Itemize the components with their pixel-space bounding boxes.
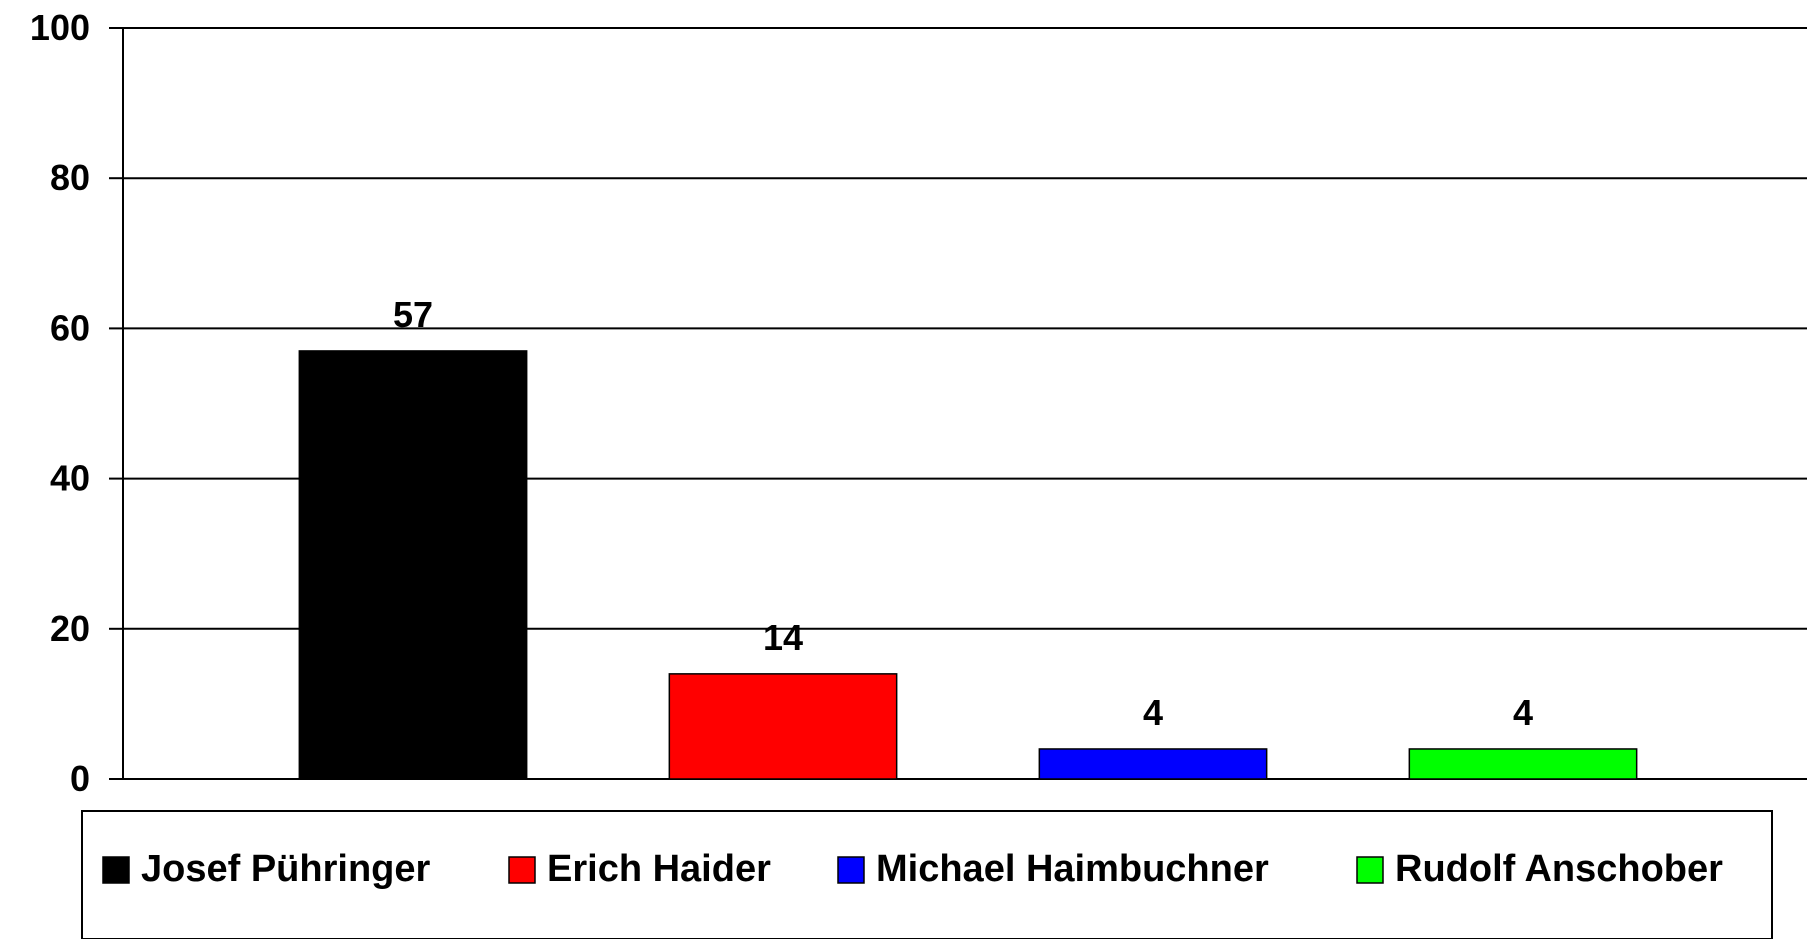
legend-entry-3: Rudolf Anschober: [1356, 848, 1723, 890]
data-label-2: 4: [1143, 692, 1163, 733]
y-tick-labels: 0 20 40 60 80 100: [30, 7, 90, 799]
legend-label-1: Erich Haider: [547, 848, 771, 890]
y-tick-label-80: 80: [50, 157, 90, 198]
bars: [298, 350, 1638, 780]
data-labels: 57 14 4 4: [393, 294, 1533, 733]
y-tick-label-60: 60: [50, 307, 90, 348]
legend-swatch-0: [102, 856, 130, 884]
legend-box: [81, 810, 1773, 939]
bar-1: [668, 673, 898, 780]
legend-swatch-2: [837, 856, 865, 884]
legend-label-3: Rudolf Anschober: [1395, 848, 1723, 890]
legend-label-0: Josef Pühringer: [141, 848, 430, 890]
legend: Josef Pühringer Erich Haider Michael Haimb…: [81, 810, 1773, 939]
bar-2: [1038, 748, 1268, 780]
legend-label-2: Michael Haimbuchner: [876, 848, 1269, 890]
legend-entry-1: Erich Haider: [508, 848, 771, 890]
legend-swatch-3: [1356, 856, 1384, 884]
y-tick-label-20: 20: [50, 608, 90, 649]
y-tick-label-0: 0: [70, 758, 90, 799]
bar-0: [298, 350, 528, 780]
legend-swatch-1: [508, 856, 536, 884]
y-tick-label-40: 40: [50, 458, 90, 499]
y-tick-label-100: 100: [30, 7, 90, 48]
data-label-1: 14: [763, 617, 803, 658]
data-label-0: 57: [393, 294, 433, 335]
legend-entry-2: Michael Haimbuchner: [837, 848, 1269, 890]
data-label-3: 4: [1513, 692, 1533, 733]
legend-entry-0: Josef Pühringer: [102, 848, 430, 890]
bar-3: [1408, 748, 1638, 780]
